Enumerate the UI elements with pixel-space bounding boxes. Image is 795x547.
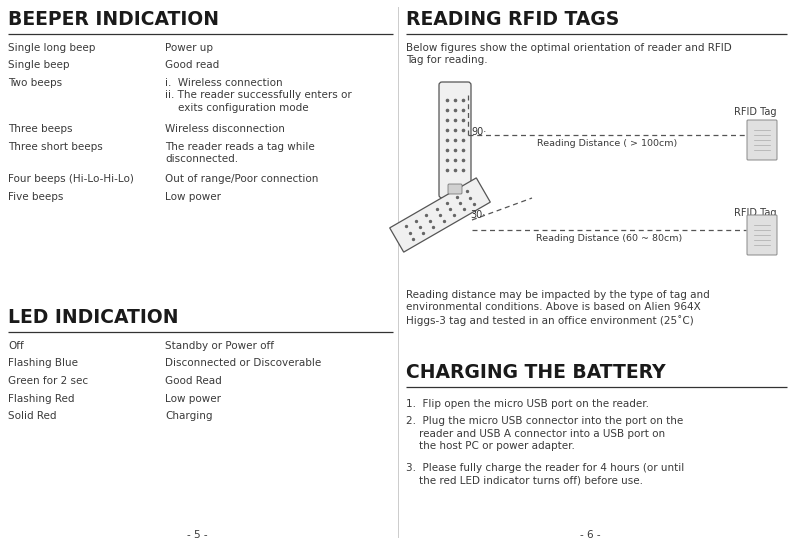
Text: Green for 2 sec: Green for 2 sec bbox=[8, 376, 88, 386]
Text: Disconnected or Discoverable: Disconnected or Discoverable bbox=[165, 358, 321, 369]
Polygon shape bbox=[390, 178, 491, 252]
FancyBboxPatch shape bbox=[439, 82, 471, 198]
Text: Off: Off bbox=[8, 341, 24, 351]
Text: RFID Tag: RFID Tag bbox=[734, 107, 776, 117]
FancyBboxPatch shape bbox=[747, 120, 777, 160]
Text: - 6 -: - 6 - bbox=[580, 530, 600, 540]
Text: Reading distance may be impacted by the type of tag and
environmental conditions: Reading distance may be impacted by the … bbox=[406, 290, 710, 326]
Text: Five beeps: Five beeps bbox=[8, 191, 64, 201]
Text: - 5 -: - 5 - bbox=[187, 530, 207, 540]
Text: Standby or Power off: Standby or Power off bbox=[165, 341, 274, 351]
Text: Flashing Blue: Flashing Blue bbox=[8, 358, 78, 369]
Text: Three short beeps: Three short beeps bbox=[8, 142, 103, 152]
Text: 2.  Plug the micro USB connector into the port on the
    reader and USB A conne: 2. Plug the micro USB connector into the… bbox=[406, 416, 683, 451]
Text: Single beep: Single beep bbox=[8, 61, 69, 71]
FancyBboxPatch shape bbox=[448, 184, 462, 194]
Text: Solid Red: Solid Red bbox=[8, 411, 56, 421]
Text: Flashing Red: Flashing Red bbox=[8, 393, 75, 404]
Text: Below figures show the optimal orientation of reader and RFID
Tag for reading.: Below figures show the optimal orientati… bbox=[406, 43, 731, 66]
Text: i.  Wireless connection
ii. The reader successfully enters or
    exits configur: i. Wireless connection ii. The reader su… bbox=[165, 78, 351, 113]
Text: Out of range/Poor connection: Out of range/Poor connection bbox=[165, 174, 318, 184]
Text: CHARGING THE BATTERY: CHARGING THE BATTERY bbox=[406, 363, 665, 382]
Text: Three beeps: Three beeps bbox=[8, 125, 72, 135]
Text: Good read: Good read bbox=[165, 61, 219, 71]
Text: 30·: 30· bbox=[470, 210, 485, 220]
Text: Good Read: Good Read bbox=[165, 376, 222, 386]
Text: Low power: Low power bbox=[165, 393, 221, 404]
Text: Power up: Power up bbox=[165, 43, 213, 53]
Text: READING RFID TAGS: READING RFID TAGS bbox=[406, 10, 619, 29]
Text: Four beeps (Hi-Lo-Hi-Lo): Four beeps (Hi-Lo-Hi-Lo) bbox=[8, 174, 134, 184]
Text: Single long beep: Single long beep bbox=[8, 43, 95, 53]
Text: Two beeps: Two beeps bbox=[8, 78, 62, 88]
Text: LED INDICATION: LED INDICATION bbox=[8, 308, 179, 327]
Text: Reading Distance ( > 100cm): Reading Distance ( > 100cm) bbox=[537, 139, 677, 148]
Text: 1.  Flip open the micro USB port on the reader.: 1. Flip open the micro USB port on the r… bbox=[406, 399, 649, 409]
Text: 3.  Please fully charge the reader for 4 hours (or until
    the red LED indicat: 3. Please fully charge the reader for 4 … bbox=[406, 463, 684, 485]
Text: Reading Distance (60 ~ 80cm): Reading Distance (60 ~ 80cm) bbox=[536, 234, 682, 243]
Text: The reader reads a tag while
disconnected.: The reader reads a tag while disconnecte… bbox=[165, 142, 315, 165]
Text: RFID Tag: RFID Tag bbox=[734, 208, 776, 218]
Text: 90·: 90· bbox=[471, 127, 487, 137]
Text: Charging: Charging bbox=[165, 411, 212, 421]
Text: Wireless disconnection: Wireless disconnection bbox=[165, 125, 285, 135]
Text: Low power: Low power bbox=[165, 191, 221, 201]
FancyBboxPatch shape bbox=[747, 215, 777, 255]
Text: BEEPER INDICATION: BEEPER INDICATION bbox=[8, 10, 219, 29]
